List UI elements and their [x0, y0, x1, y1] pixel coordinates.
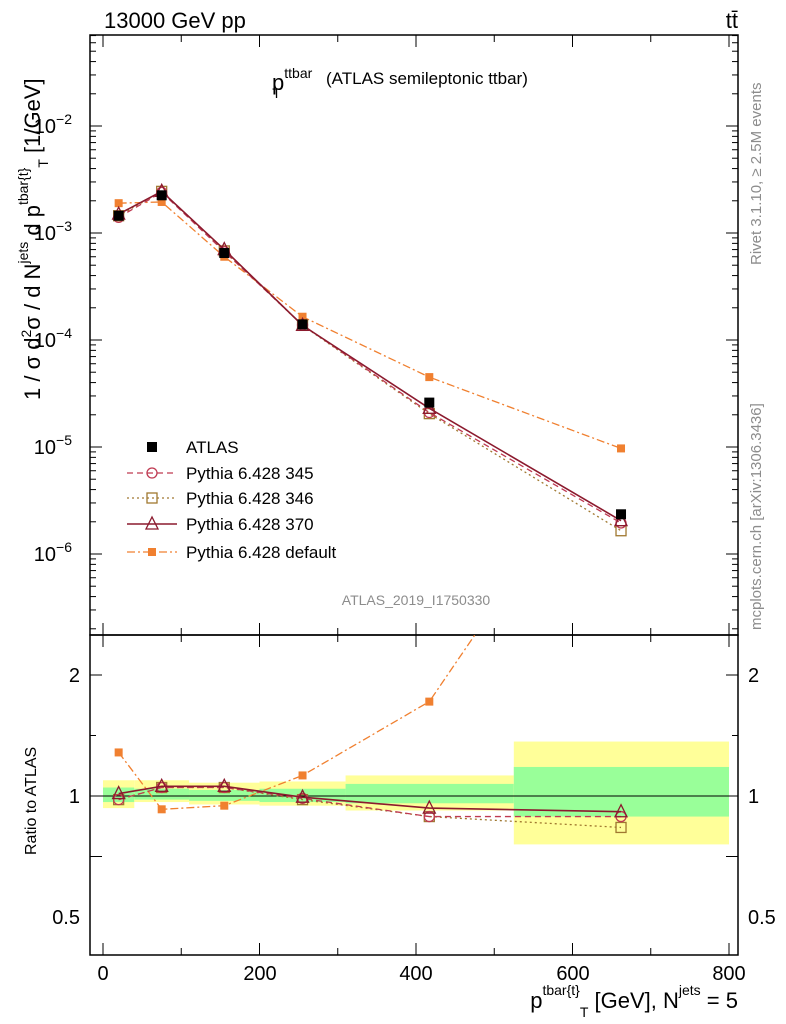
x-axis-label: ptbar{t}T [GeV], Njets = 5 — [530, 982, 738, 1020]
band-inner — [345, 783, 514, 804]
header-right-label: tt̄ — [726, 8, 738, 33]
legend-marker — [147, 442, 157, 452]
data-point — [424, 397, 435, 408]
ratio-series-group — [111, 635, 629, 834]
data-point — [295, 788, 310, 803]
ratio-uncertainty-bands — [103, 741, 729, 845]
data-point — [298, 771, 307, 780]
data-point — [156, 190, 167, 201]
data-point — [114, 748, 123, 757]
ratio-ytick-label: 2 — [69, 665, 80, 687]
data-point — [613, 512, 629, 527]
main-ytick-label: 10−3 — [34, 218, 72, 245]
axis-ticks — [90, 35, 738, 955]
main-ytick-label: 10−6 — [34, 539, 72, 566]
data-point — [616, 509, 627, 520]
data-point — [220, 801, 229, 810]
rivet-version-label: Rivet 3.1.10, ≥ 2.5M events — [748, 83, 765, 266]
xtick-label: 0 — [97, 963, 108, 985]
data-point — [613, 803, 629, 818]
legend-marker — [144, 515, 160, 530]
series-line — [118, 201, 622, 450]
legend-marker — [146, 467, 158, 479]
legend-label: ATLAS — [186, 438, 239, 457]
xtick-label: 400 — [399, 963, 432, 985]
series-line — [118, 635, 476, 810]
data-point — [114, 199, 123, 208]
header-left-label: 13000 GeV pp — [104, 8, 246, 33]
legend-label: Pythia 6.428 345 — [186, 464, 314, 483]
data-point — [425, 697, 434, 706]
data-point — [154, 777, 169, 792]
main-ytick-labels: 10−6 10−5 10−4 10−3 10−2 — [34, 111, 72, 566]
data-point — [157, 805, 166, 814]
main-series-group — [111, 182, 629, 537]
ratio-panel-frame — [89, 634, 739, 956]
data-point — [113, 210, 124, 221]
legend-label: Pythia 6.428 346 — [186, 489, 314, 508]
main-ytick-label: 10−5 — [34, 432, 72, 459]
band-inner — [189, 789, 260, 801]
ratio-ytick-label-right: 1 — [748, 786, 759, 808]
data-point — [298, 312, 307, 321]
data-point — [617, 444, 626, 453]
series-line — [118, 190, 622, 522]
ratio-ytick-labels: 0.5 1 2 0.5 1 2 — [52, 665, 776, 929]
legend-label: Pythia 6.428 370 — [186, 515, 314, 534]
legend-label: Pythia 6.428 default — [186, 543, 337, 562]
xtick-labels: 0 200 400 600 800 — [97, 963, 745, 985]
band-inner — [513, 766, 729, 817]
ratio-ytick-label: 0.5 — [52, 907, 80, 929]
xtick-label: 800 — [712, 963, 745, 985]
data-point — [423, 810, 435, 823]
main-ytick-label: 10−2 — [34, 111, 72, 138]
data-point — [422, 799, 437, 814]
data-point — [157, 197, 166, 206]
legend: ATLAS Pythia 6.428 345 Pythia 6.428 346 … — [127, 438, 337, 562]
main-ytick-label: 10−4 — [34, 325, 72, 352]
data-point — [113, 793, 125, 806]
mcplots-label: mcplots.cern.ch [arXiv:1306.3436] — [748, 403, 765, 630]
data-point — [297, 319, 308, 330]
main-y-axis-label: 1 / σ d2σ / d Njets d ptbar{t}T [1/GeV] — [15, 78, 51, 400]
plot-title: pttbar T — [272, 65, 313, 101]
xtick-label: 200 — [243, 963, 276, 985]
band-inner — [134, 788, 190, 800]
series-line — [118, 785, 622, 813]
plot-subtitle: (ATLAS semileptonic ttbar) — [326, 69, 528, 88]
series-line — [118, 191, 622, 524]
xtick-label: 600 — [556, 963, 589, 985]
data-point — [111, 785, 126, 800]
ratio-ytick-label: 1 — [69, 786, 80, 808]
data-point — [615, 821, 627, 834]
ratio-y-axis-label: Ratio to ATLAS — [23, 747, 40, 855]
data-point — [425, 373, 434, 382]
data-point — [217, 777, 232, 792]
ratio-ytick-label-right: 2 — [748, 665, 759, 687]
legend-marker — [146, 492, 158, 504]
data-point — [219, 248, 230, 259]
legend-marker — [148, 548, 156, 556]
analysis-id-label: ATLAS_2019_I1750330 — [342, 592, 491, 608]
series-line — [118, 786, 622, 829]
ratio-ytick-label-right: 0.5 — [748, 907, 776, 929]
